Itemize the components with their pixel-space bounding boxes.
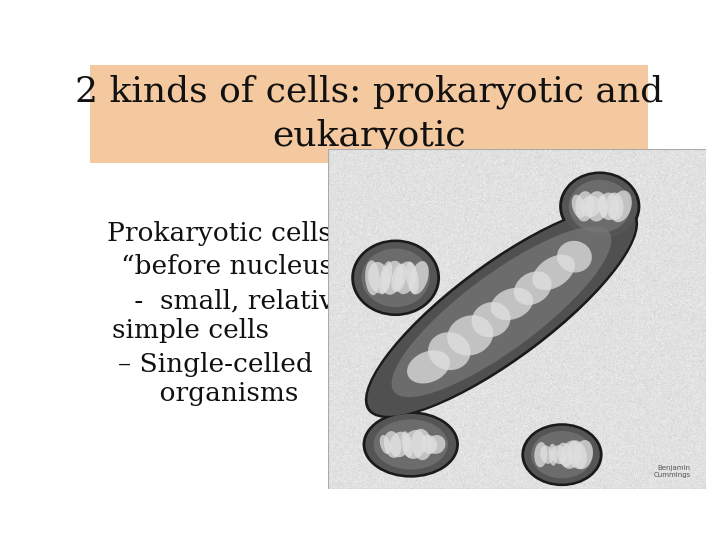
Ellipse shape — [557, 443, 573, 467]
Ellipse shape — [447, 315, 493, 355]
Ellipse shape — [569, 180, 631, 233]
Ellipse shape — [531, 431, 593, 478]
Ellipse shape — [351, 240, 440, 316]
Ellipse shape — [379, 435, 391, 454]
Ellipse shape — [534, 442, 547, 467]
Ellipse shape — [567, 440, 587, 469]
Ellipse shape — [402, 431, 413, 458]
Ellipse shape — [521, 423, 603, 486]
Text: -  small, relatively: - small, relatively — [126, 289, 373, 314]
Ellipse shape — [427, 435, 446, 454]
Ellipse shape — [580, 195, 600, 217]
Ellipse shape — [395, 261, 416, 294]
Ellipse shape — [428, 332, 471, 370]
Ellipse shape — [606, 193, 624, 220]
Ellipse shape — [406, 262, 418, 294]
Bar — [90, 65, 648, 163]
Text: Prokaryotic cells -: Prokaryotic cells - — [107, 221, 348, 246]
Ellipse shape — [365, 414, 456, 475]
Ellipse shape — [524, 426, 600, 484]
Text: eukaryotic: eukaryotic — [272, 118, 466, 152]
Ellipse shape — [573, 440, 593, 469]
Ellipse shape — [409, 261, 428, 294]
Text: simple cells: simple cells — [112, 319, 269, 343]
Ellipse shape — [392, 226, 611, 397]
Text: – Single-celled: – Single-celled — [118, 352, 312, 377]
Ellipse shape — [365, 206, 638, 418]
Text: “before nucleus”: “before nucleus” — [121, 254, 346, 279]
Text: Benjamin
Cummings: Benjamin Cummings — [653, 465, 690, 478]
Ellipse shape — [560, 441, 582, 469]
Ellipse shape — [562, 174, 638, 239]
Ellipse shape — [365, 260, 379, 295]
Text: organisms: organisms — [126, 381, 299, 406]
Ellipse shape — [472, 302, 510, 338]
Ellipse shape — [361, 248, 430, 307]
Ellipse shape — [559, 172, 640, 241]
Ellipse shape — [367, 208, 636, 416]
Ellipse shape — [572, 194, 585, 218]
Ellipse shape — [368, 262, 390, 294]
Ellipse shape — [551, 446, 567, 464]
Ellipse shape — [420, 435, 437, 454]
Ellipse shape — [557, 241, 592, 273]
Ellipse shape — [586, 191, 608, 221]
Text: 2 kinds of cells: prokaryotic and: 2 kinds of cells: prokaryotic and — [75, 75, 663, 109]
Ellipse shape — [598, 193, 619, 220]
Ellipse shape — [610, 191, 632, 222]
Ellipse shape — [407, 350, 450, 383]
Ellipse shape — [379, 261, 392, 294]
Ellipse shape — [411, 429, 432, 460]
Ellipse shape — [354, 242, 437, 314]
Ellipse shape — [532, 255, 575, 290]
Ellipse shape — [514, 272, 552, 305]
Ellipse shape — [549, 444, 557, 465]
Ellipse shape — [491, 288, 533, 320]
Ellipse shape — [540, 446, 554, 464]
Ellipse shape — [363, 411, 459, 478]
Ellipse shape — [575, 191, 594, 221]
Ellipse shape — [402, 430, 426, 459]
Ellipse shape — [390, 431, 410, 457]
Ellipse shape — [391, 264, 407, 292]
Ellipse shape — [374, 420, 448, 470]
Ellipse shape — [384, 431, 401, 458]
Ellipse shape — [598, 195, 608, 218]
Ellipse shape — [382, 261, 403, 295]
